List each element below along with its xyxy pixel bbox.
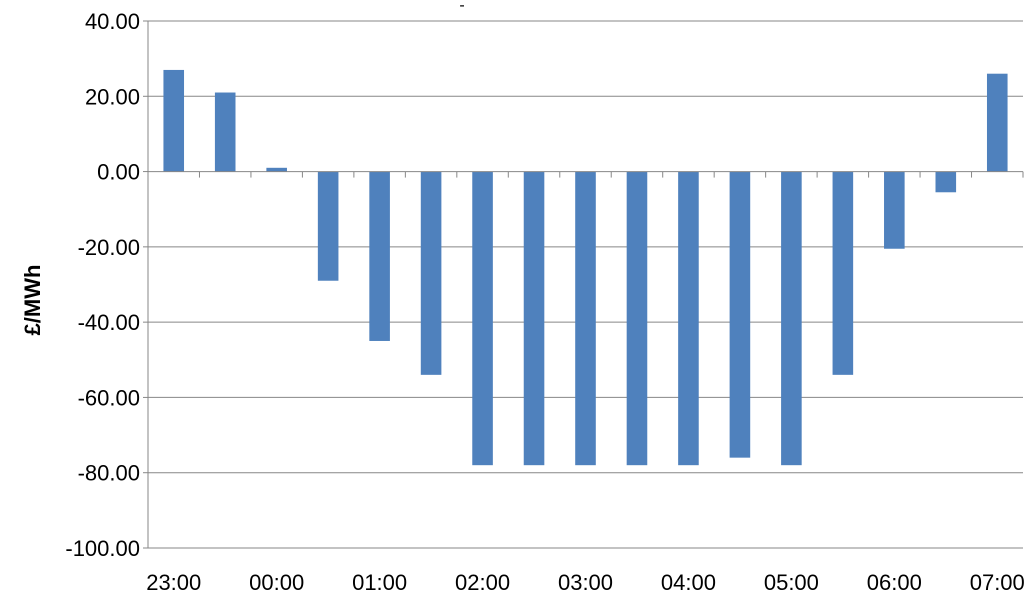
bar-0000 <box>266 167 287 172</box>
axes <box>143 20 1024 549</box>
bar-2330 <box>214 92 236 172</box>
bar-0700 <box>986 73 1008 172</box>
x-tick-labels: 23:00 00:00 01:00 02:00 03:00 04:00 05:00 06:00… <box>146 570 1025 595</box>
bar-0530 <box>832 171 854 375</box>
bar-0230 <box>523 171 545 466</box>
x-tick-label: 23:00 <box>146 570 201 595</box>
bar-0630 <box>935 171 957 193</box>
y-tick-label: -20.00 <box>78 235 140 260</box>
y-tick-label: -40.00 <box>78 310 140 335</box>
bar-0600 <box>884 171 905 249</box>
x-tick-label: 03:00 <box>558 570 613 595</box>
x-tick-label: 01:00 <box>352 570 407 595</box>
y-tick-label: -100.00 <box>65 536 140 561</box>
x-tick-label: 00:00 <box>249 570 304 595</box>
x-tick-label: 04:00 <box>661 570 716 595</box>
bar-0430 <box>729 171 751 458</box>
y-tick-label: 40.00 <box>85 9 140 34</box>
y-tick-label: -80.00 <box>78 461 140 486</box>
y-tick-label: 0.00 <box>97 160 140 185</box>
x-tick-label: 07:00 <box>970 570 1025 595</box>
bar-0330 <box>626 171 648 466</box>
x-tick-label: 05:00 <box>764 570 819 595</box>
chart-title: - <box>459 0 464 14</box>
y-axis-title: £/MWh <box>20 265 45 336</box>
bar-2300 <box>163 69 185 172</box>
bars <box>163 69 1008 466</box>
bar-0200 <box>472 171 493 466</box>
y-tick-labels: 40.00 20.00 0.00 -20.00 -40.00 -60.00 -80.00 -1… <box>65 9 140 561</box>
bar-0400 <box>678 171 699 466</box>
y-tick-label: 20.00 <box>85 84 140 109</box>
bar-0030 <box>317 171 339 281</box>
bar-0130 <box>420 171 442 375</box>
bar-0500 <box>781 171 802 466</box>
x-tick-label: 02:00 <box>455 570 510 595</box>
bar-0300 <box>575 171 596 466</box>
x-tick-label: 06:00 <box>867 570 922 595</box>
y-tick-label: -60.00 <box>78 385 140 410</box>
bar-0100 <box>369 171 390 341</box>
